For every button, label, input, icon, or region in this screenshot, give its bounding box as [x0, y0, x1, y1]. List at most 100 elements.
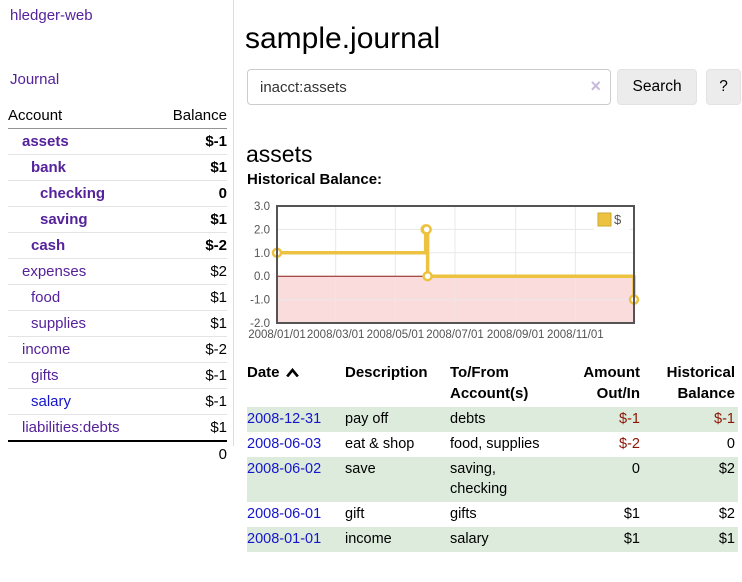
search-input[interactable] — [247, 69, 611, 105]
help-button[interactable]: ? — [706, 69, 741, 105]
transaction-date: 2008-06-02 — [247, 457, 345, 502]
transaction-description: income — [345, 531, 392, 547]
svg-text:$: $ — [614, 212, 622, 227]
account-row: expenses $2 — [8, 259, 227, 285]
sort-ascending-icon — [285, 367, 299, 378]
accounts-total-row: 0 — [8, 440, 227, 467]
account-row: saving $1 — [8, 207, 227, 233]
transaction-amount: $1 — [623, 506, 640, 522]
transaction-balance: $1 — [718, 531, 735, 547]
transaction-accounts: saving, checking — [450, 461, 508, 497]
account-row: supplies $1 — [8, 311, 227, 337]
transaction-description: eat & shop — [345, 436, 415, 452]
register-header-row: Date Description To/From Account(s) Amou… — [247, 360, 738, 407]
account-row: liabilities:debts $1 — [8, 415, 227, 440]
account-balance: $-2 — [205, 237, 227, 254]
transaction-accounts: gifts — [450, 506, 477, 522]
svg-text:3.0: 3.0 — [254, 201, 270, 213]
search-box: × — [247, 69, 611, 105]
sidebar-account-food[interactable]: food — [31, 289, 61, 306]
accounts-table: Account Balance assets $-1 bank $1 checkin… — [8, 103, 227, 467]
transaction-date-link[interactable]: 2008-01-01 — [247, 531, 322, 547]
svg-text:2.0: 2.0 — [254, 224, 270, 236]
transaction-amount: $-1 — [619, 411, 640, 427]
svg-text:2008/05/01: 2008/05/01 — [367, 329, 425, 341]
svg-text:2008/09/01: 2008/09/01 — [487, 329, 545, 341]
svg-text:2008/03/01: 2008/03/01 — [307, 329, 365, 341]
transaction-description: save — [345, 461, 376, 477]
sidebar-account-checking[interactable]: checking — [40, 185, 106, 202]
chart-title: Historical Balance: — [247, 171, 383, 188]
register-row: 2008-01-01 income salary $1 $1 — [247, 527, 738, 552]
transaction-date: 2008-06-03 — [247, 432, 345, 457]
sidebar-item-journal[interactable]: Journal — [10, 71, 60, 88]
historical-balance-chart: $3.0 2.0 1.0 0.0 -1.0 -2.0 2008/01/01 2008/03/0… — [245, 200, 742, 345]
transaction-date-link[interactable]: 2008-06-01 — [247, 506, 322, 522]
account-balance: $-2 — [205, 341, 227, 358]
sidebar-account-income[interactable]: income — [22, 341, 71, 358]
balance-column-header: Balance — [172, 107, 227, 124]
sidebar-account-liabilities-debts[interactable]: liabilities:debts — [22, 419, 120, 436]
transaction-amount: $1 — [623, 531, 640, 547]
register-row: 2008-12-31 pay off debts $-1 $-1 — [247, 407, 738, 432]
page-title: sample.journal — [245, 22, 441, 56]
sidebar-account-assets[interactable]: assets — [22, 133, 69, 150]
sidebar-account-saving[interactable]: saving — [40, 211, 88, 228]
transaction-balance: $2 — [718, 461, 735, 477]
account-balance: $1 — [210, 315, 227, 332]
account-row: food $1 — [8, 285, 227, 311]
accounts-table-header: Account Balance — [8, 103, 227, 129]
account-balance: $-1 — [205, 393, 227, 410]
sidebar-account-cash[interactable]: cash — [31, 237, 66, 254]
accounts-column-header: To/From Account(s) — [450, 364, 529, 402]
app-brand-link[interactable]: hledger-web — [10, 7, 93, 24]
account-row: salary $-1 — [8, 389, 227, 415]
description-column-header: Description — [345, 364, 428, 381]
sidebar-account-bank[interactable]: bank — [31, 159, 67, 176]
register-row: 2008-06-03 eat & shop food, supplies $-2… — [247, 432, 738, 457]
transaction-amount: 0 — [631, 461, 640, 477]
svg-text:-2.0: -2.0 — [250, 318, 270, 330]
svg-text:1.0: 1.0 — [254, 248, 270, 260]
account-balance: $1 — [210, 419, 227, 436]
transaction-description: pay off — [345, 411, 389, 427]
sidebar-account-gifts[interactable]: gifts — [31, 367, 59, 384]
sidebar-account-expenses[interactable]: expenses — [22, 263, 87, 280]
svg-text:2008/11/01: 2008/11/01 — [547, 329, 604, 341]
register-table: Date Description To/From Account(s) Amou… — [247, 360, 738, 552]
search-form: × Search ? — [247, 69, 741, 105]
transaction-accounts: food, supplies — [450, 436, 540, 452]
transaction-amount: $-2 — [619, 436, 640, 452]
sidebar-total-balance: 0 — [218, 446, 227, 463]
account-balance: $-1 — [205, 133, 227, 150]
transaction-date: 2008-06-01 — [247, 502, 345, 527]
transaction-date-link[interactable]: 2008-06-03 — [247, 436, 322, 452]
account-balance: $1 — [210, 159, 227, 176]
sidebar-account-salary[interactable]: salary — [31, 393, 72, 410]
account-balance: $-1 — [205, 367, 227, 384]
transaction-accounts: salary — [450, 531, 489, 547]
account-row: assets $-1 — [8, 129, 227, 155]
transaction-balance: $-1 — [714, 411, 735, 427]
account-row: income $-2 — [8, 337, 227, 363]
register-row: 2008-06-01 gift gifts $1 $2 — [247, 502, 738, 527]
account-balance: $1 — [210, 211, 227, 228]
transaction-date-link[interactable]: 2008-12-31 — [247, 411, 322, 427]
transaction-date: 2008-12-31 — [247, 407, 345, 432]
transaction-balance: $2 — [718, 506, 735, 522]
account-heading: assets — [246, 141, 313, 168]
date-column-header[interactable]: Date — [247, 360, 345, 407]
account-balance: 0 — [218, 185, 227, 202]
transaction-date-link[interactable]: 2008-06-02 — [247, 461, 322, 477]
clear-search-icon[interactable]: × — [590, 76, 601, 96]
register-row: 2008-06-02 save saving, checking 0 $2 — [247, 457, 738, 502]
balance-column-header: Historical Balance — [666, 364, 735, 402]
account-column-header: Account — [8, 107, 63, 124]
sidebar-account-supplies[interactable]: supplies — [31, 315, 87, 332]
svg-text:2008/07/01: 2008/07/01 — [426, 329, 484, 341]
account-row: gifts $-1 — [8, 363, 227, 389]
date-header-label: Date — [247, 364, 280, 381]
svg-text:0.0: 0.0 — [254, 271, 270, 283]
search-button[interactable]: Search — [617, 69, 698, 105]
